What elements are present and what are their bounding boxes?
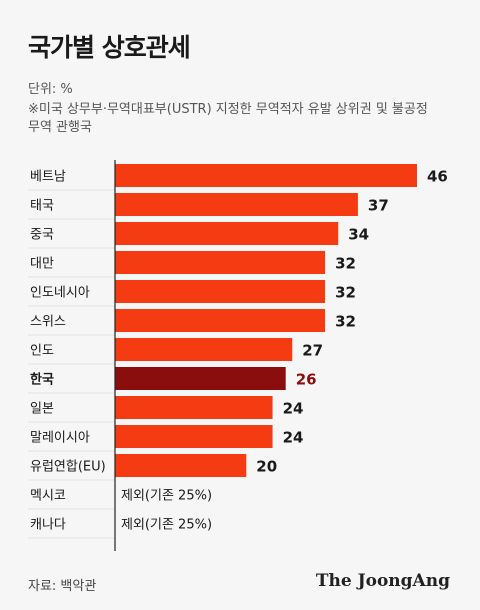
bar	[115, 454, 247, 477]
category-label: 스위스	[30, 315, 66, 330]
value-label: 34	[348, 226, 369, 244]
category-label: 인도네시아	[30, 286, 90, 301]
category-label: 말레이시아	[30, 431, 90, 446]
value-label: 20	[256, 458, 277, 476]
footnote: ※미국 상무부·무역대표부(USTR) 지정한 무역적자 유발 상위권 및 불공…	[28, 102, 428, 135]
value-label: 제외(기존 25%)	[121, 518, 212, 533]
bar	[115, 193, 358, 216]
bar	[115, 280, 326, 303]
category-label: 한국	[30, 372, 54, 388]
bar	[115, 396, 273, 419]
value-label: 24	[283, 429, 304, 447]
value-label: 32	[335, 313, 356, 331]
category-label: 베트남	[30, 170, 66, 185]
value-label: 제외(기존 25%)	[121, 489, 212, 504]
category-label: 멕시코	[30, 489, 66, 504]
category-label: 유럽연합(EU)	[30, 460, 106, 475]
value-label: 32	[335, 255, 356, 273]
publisher-logo: The JoongAng	[315, 571, 450, 591]
value-label: 37	[368, 197, 389, 215]
source-label: 자료: 백악관	[28, 579, 97, 594]
bar	[115, 251, 326, 274]
bar	[115, 367, 286, 390]
bar	[115, 164, 417, 187]
value-label: 32	[335, 284, 356, 302]
value-label: 46	[427, 168, 448, 186]
chart-title: 국가별 상호관세	[28, 33, 191, 62]
category-label: 태국	[30, 199, 54, 214]
unit-label: 단위: %	[28, 82, 73, 97]
category-label: 대만	[30, 257, 54, 272]
bar	[115, 222, 339, 245]
value-label: 24	[283, 400, 304, 418]
category-label: 인도	[30, 344, 54, 359]
category-label: 일본	[30, 402, 54, 417]
bar	[115, 309, 326, 332]
value-label: 27	[302, 342, 323, 360]
category-label: 캐나다	[30, 518, 66, 533]
category-label: 중국	[30, 228, 54, 243]
bar	[115, 425, 273, 448]
value-label: 26	[296, 371, 317, 389]
bar	[115, 338, 293, 361]
